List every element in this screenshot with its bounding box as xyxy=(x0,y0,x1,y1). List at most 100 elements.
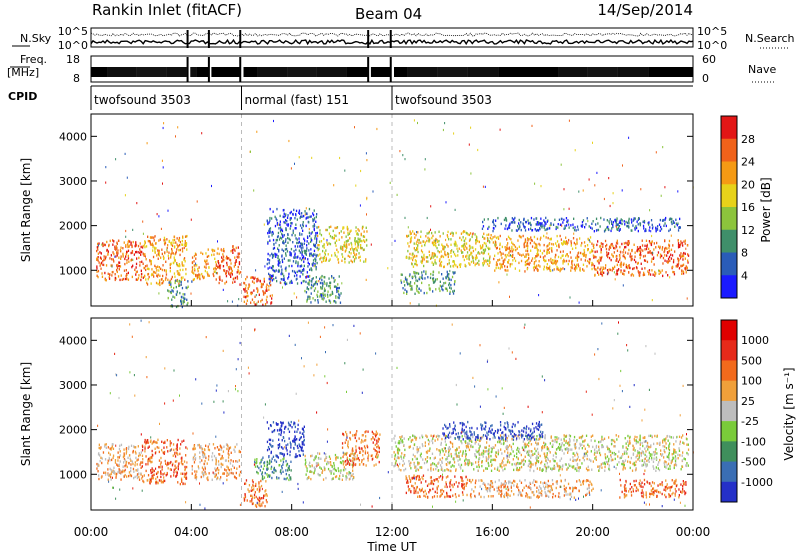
heatmap-cell xyxy=(177,465,179,468)
heatmap-cell xyxy=(645,247,648,251)
heatmap-cell xyxy=(329,287,331,290)
heatmap-cell xyxy=(455,254,457,258)
freq-bar xyxy=(597,67,599,77)
heatmap-cell xyxy=(530,227,532,230)
heatmap-cell xyxy=(170,291,172,295)
heatmap-cell xyxy=(301,212,303,215)
heatmap-noise-cell xyxy=(387,267,389,270)
heatmap-cell xyxy=(284,427,286,430)
heatmap-cell xyxy=(187,301,189,305)
heatmap-cell xyxy=(243,300,245,303)
heatmap-cell xyxy=(423,270,425,273)
heatmap-cell xyxy=(479,244,482,248)
heatmap-cell xyxy=(638,249,640,252)
heatmap-cell xyxy=(486,237,489,240)
heatmap-cell xyxy=(213,249,216,252)
heatmap-cell xyxy=(288,237,290,241)
heatmap-cell xyxy=(171,304,173,307)
freq-bar xyxy=(251,67,253,77)
heatmap-cell xyxy=(263,277,265,281)
heatmap-cell xyxy=(642,249,644,252)
freq-bar xyxy=(675,67,677,77)
freq-bar xyxy=(218,67,220,77)
heatmap-cell xyxy=(596,250,598,253)
heatmap-cell xyxy=(266,301,268,304)
heatmap-cell xyxy=(255,505,258,508)
heatmap-cell xyxy=(318,473,320,477)
heatmap-cell xyxy=(192,447,194,451)
heatmap-cell xyxy=(503,259,505,262)
heatmap-cell xyxy=(523,226,526,229)
freq-bar xyxy=(685,67,687,77)
freq-bar xyxy=(152,67,154,77)
heatmap-cell xyxy=(530,238,532,242)
heatmap-cell xyxy=(353,476,355,479)
freq-bar xyxy=(105,67,107,77)
heatmap-cell xyxy=(514,259,517,263)
heatmap-cell xyxy=(112,239,114,242)
heatmap-cell xyxy=(564,241,567,244)
heatmap-cell xyxy=(259,497,261,500)
heatmap-cell xyxy=(234,476,236,479)
heatmap-cell xyxy=(608,220,610,223)
heatmap-cell xyxy=(118,447,121,451)
heatmap-noise-cell xyxy=(326,258,327,261)
heatmap-cell xyxy=(607,225,609,229)
heatmap-cell xyxy=(585,255,587,259)
heatmap-noise-cell xyxy=(111,265,113,268)
heatmap-cell xyxy=(185,235,187,238)
heatmap-cell xyxy=(268,277,270,281)
heatmap-cell xyxy=(307,275,309,278)
heatmap-cell xyxy=(646,244,648,248)
heatmap-cell xyxy=(104,445,106,448)
heatmap-cell xyxy=(155,477,157,481)
heatmap-cell xyxy=(142,479,144,483)
heatmap-cell xyxy=(300,446,303,450)
heatmap-cell xyxy=(533,265,536,268)
heatmap-cell xyxy=(221,279,223,282)
heatmap-cell xyxy=(149,480,151,484)
heatmap-cell xyxy=(308,279,311,282)
heatmap-cell xyxy=(458,263,461,266)
heatmap-cell xyxy=(607,271,610,274)
heatmap-cell xyxy=(559,267,562,270)
heatmap-cell xyxy=(288,437,290,440)
freq-bar xyxy=(417,67,419,77)
heatmap-cell xyxy=(134,450,137,454)
heatmap-cell xyxy=(612,244,614,248)
heatmap-cell xyxy=(682,272,685,275)
heatmap-cell xyxy=(442,245,444,248)
freq-bar xyxy=(514,67,516,77)
heatmap-cell xyxy=(302,229,304,232)
heatmap-cell xyxy=(314,469,316,472)
heatmap-cell xyxy=(670,257,673,260)
heatmap-cell xyxy=(291,264,293,268)
heatmap-cell xyxy=(313,458,315,462)
heatmap-cell xyxy=(175,285,177,289)
freq-bar xyxy=(548,67,550,77)
heatmap-cell xyxy=(232,246,234,249)
heatmap-cell xyxy=(96,258,98,261)
heatmap-cell xyxy=(621,222,623,226)
heatmap-cell xyxy=(291,281,293,284)
heatmap-cell xyxy=(631,229,633,232)
heatmap-noise-cell xyxy=(607,272,609,275)
heatmap-cell xyxy=(506,247,509,250)
heatmap-cell xyxy=(545,216,547,220)
heatmap-cell xyxy=(292,231,294,235)
heatmap-cell xyxy=(540,224,542,228)
heatmap-cell xyxy=(184,468,186,472)
freq-bar xyxy=(344,67,346,77)
heatmap-cell xyxy=(135,244,138,247)
freq-bar xyxy=(304,67,306,77)
heatmap-cell xyxy=(354,241,356,244)
heatmap-noise-cell xyxy=(477,148,479,152)
heatmap-cell xyxy=(559,250,562,254)
heatmap-cell xyxy=(489,257,491,260)
heatmap-cell xyxy=(571,262,573,265)
heatmap-cell xyxy=(524,240,526,243)
nave-label: Nave xyxy=(748,63,776,76)
heatmap-cell xyxy=(305,249,308,252)
heatmap-cell xyxy=(588,262,590,265)
heatmap-cell xyxy=(152,469,154,472)
